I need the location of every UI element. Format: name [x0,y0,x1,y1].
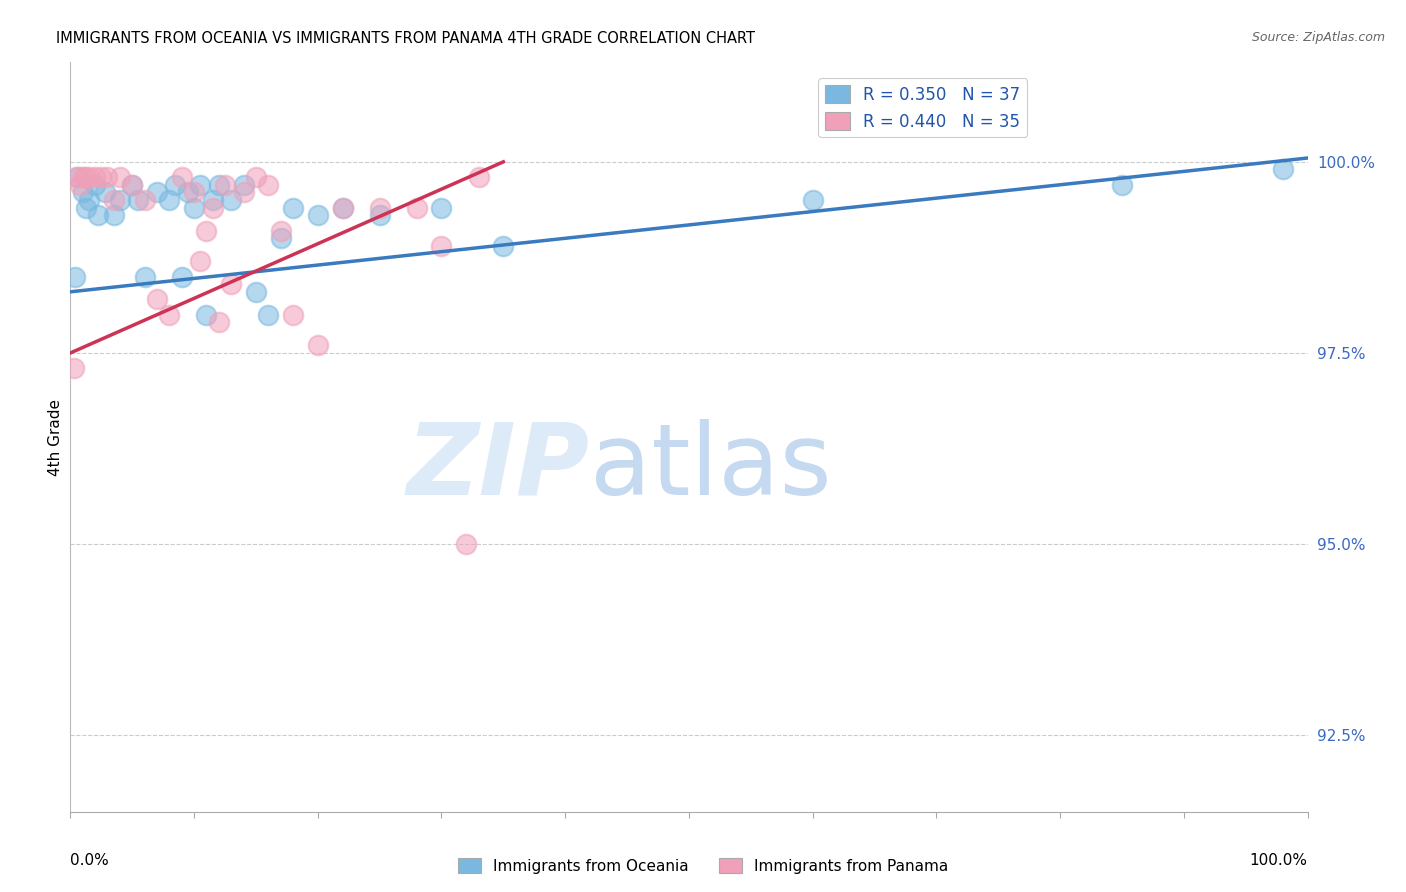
Legend: R = 0.350   N = 37, R = 0.440   N = 35: R = 0.350 N = 37, R = 0.440 N = 35 [818,78,1026,137]
Point [146,186,169,200]
Point [121,178,143,192]
Text: atlas: atlas [591,418,831,516]
Text: 0.0%: 0.0% [70,853,110,868]
Point [66,170,89,185]
Point [77,193,100,207]
Point [219,193,242,207]
Point [84,178,107,192]
Point [157,308,180,322]
Point [201,193,224,207]
Point [108,170,131,185]
Point [72,170,94,185]
Point [430,239,453,253]
Point [103,208,125,222]
Point [467,170,489,185]
Point [430,201,453,215]
Legend: Immigrants from Oceania, Immigrants from Panama: Immigrants from Oceania, Immigrants from… [451,852,955,880]
Point [72,186,94,200]
Point [63,361,86,376]
Point [170,269,193,284]
Point [75,170,97,185]
Point [165,178,187,192]
Point [214,178,236,192]
Text: Source: ZipAtlas.com: Source: ZipAtlas.com [1251,31,1385,45]
Point [219,277,242,292]
Point [86,208,108,222]
Point [405,201,427,215]
Point [456,537,478,551]
Point [177,186,200,200]
Point [368,208,391,222]
Point [127,193,149,207]
Point [103,193,125,207]
Point [245,170,267,185]
Point [1111,178,1133,192]
Point [245,285,267,299]
Point [232,186,254,200]
Point [157,193,180,207]
Point [108,193,131,207]
Point [94,186,117,200]
Point [208,178,231,192]
Point [121,178,143,192]
Point [134,269,156,284]
Point [232,178,254,192]
Point [281,308,304,322]
Point [281,201,304,215]
Point [183,201,205,215]
Text: 100.0%: 100.0% [1250,853,1308,868]
Point [65,269,87,284]
Point [84,170,107,185]
Point [270,224,292,238]
Point [188,254,211,268]
Point [208,315,231,329]
Point [307,208,329,222]
Point [195,308,218,322]
Point [69,178,91,192]
Point [75,201,97,215]
Point [257,308,280,322]
Point [134,193,156,207]
Point [201,201,224,215]
Point [332,201,354,215]
Point [307,338,329,352]
Text: IMMIGRANTS FROM OCEANIA VS IMMIGRANTS FROM PANAMA 4TH GRADE CORRELATION CHART: IMMIGRANTS FROM OCEANIA VS IMMIGRANTS FR… [56,31,755,46]
Point [257,178,280,192]
Point [146,293,169,307]
Point [77,170,100,185]
Point [1271,162,1294,177]
Point [90,170,112,185]
Point [801,193,824,207]
Point [270,231,292,245]
Point [96,170,118,185]
Text: ZIP: ZIP [406,418,591,516]
Point [65,170,87,185]
Point [492,239,515,253]
Y-axis label: 4th Grade: 4th Grade [48,399,63,475]
Point [368,201,391,215]
Point [170,170,193,185]
Point [188,178,211,192]
Point [183,186,205,200]
Point [195,224,218,238]
Point [332,201,354,215]
